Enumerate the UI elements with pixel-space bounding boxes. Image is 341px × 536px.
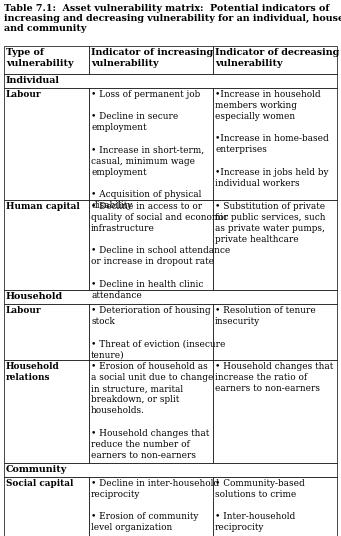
Bar: [4, 360, 89, 463]
Text: Community: Community: [6, 465, 67, 474]
Bar: [4, 200, 89, 290]
Text: Type of
vulnerability: Type of vulnerability: [6, 48, 74, 68]
Text: Indicator of decreasing
vulnerability: Indicator of decreasing vulnerability: [215, 48, 339, 68]
Text: • Resolution of tenure
insecurity: • Resolution of tenure insecurity: [215, 306, 316, 326]
Bar: [213, 477, 337, 536]
Text: Human capital: Human capital: [6, 202, 80, 211]
Text: • Erosion of household as
a social unit due to change
in structure, marital
brea: • Erosion of household as a social unit …: [91, 362, 213, 460]
Text: • Loss of permanent job

• Decline in secure
employment

• Increase in short-ter: • Loss of permanent job • Decline in sec…: [91, 90, 204, 210]
Text: • Substitution of private
for public services, such
as private water pumps,
priv: • Substitution of private for public ser…: [215, 202, 326, 244]
Bar: [213, 46, 337, 74]
Text: • Community-based
solutions to crime

• Inter-household
reciprocity: • Community-based solutions to crime • I…: [215, 479, 305, 532]
Text: Social capital: Social capital: [6, 479, 73, 488]
Text: Household: Household: [6, 292, 63, 301]
Bar: [4, 290, 337, 304]
Text: Labour: Labour: [6, 306, 42, 315]
Bar: [4, 477, 89, 536]
Text: • Deterioration of housing
stock

• Threat of eviction (insecure
tenure): • Deterioration of housing stock • Threa…: [91, 306, 225, 360]
Text: Household
relations: Household relations: [6, 362, 60, 382]
Bar: [213, 304, 337, 360]
Text: • Decline in inter-household
reciprocity

• Erosion of community
level organizat: • Decline in inter-household reciprocity…: [91, 479, 219, 532]
Text: Labour: Labour: [6, 90, 42, 99]
Text: and community: and community: [4, 24, 86, 33]
Bar: [89, 200, 213, 290]
Bar: [4, 88, 89, 200]
Bar: [4, 463, 337, 477]
Text: • Decline in access to or
quality of social and economic
infrastructure

• Decli: • Decline in access to or quality of soc…: [91, 202, 230, 300]
Bar: [213, 360, 337, 463]
Bar: [4, 46, 89, 74]
Bar: [89, 477, 213, 536]
Text: Table 7.1:  Asset vulnerability matrix:  Potential indicators of: Table 7.1: Asset vulnerability matrix: P…: [4, 4, 329, 13]
Bar: [213, 88, 337, 200]
Bar: [89, 88, 213, 200]
Bar: [4, 74, 337, 88]
Bar: [4, 304, 89, 360]
Text: • Household changes that
increase the ratio of
earners to non-earners: • Household changes that increase the ra…: [215, 362, 333, 393]
Text: Indicator of increasing
vulnerability: Indicator of increasing vulnerability: [91, 48, 213, 68]
Bar: [213, 200, 337, 290]
Text: •Increase in household
members working
especially women

•Increase in home-based: •Increase in household members working e…: [215, 90, 329, 188]
Bar: [89, 360, 213, 463]
Bar: [89, 304, 213, 360]
Text: increasing and decreasing vulnerability for an individual, household,: increasing and decreasing vulnerability …: [4, 14, 341, 23]
Bar: [89, 46, 213, 74]
Text: Individual: Individual: [6, 76, 60, 85]
